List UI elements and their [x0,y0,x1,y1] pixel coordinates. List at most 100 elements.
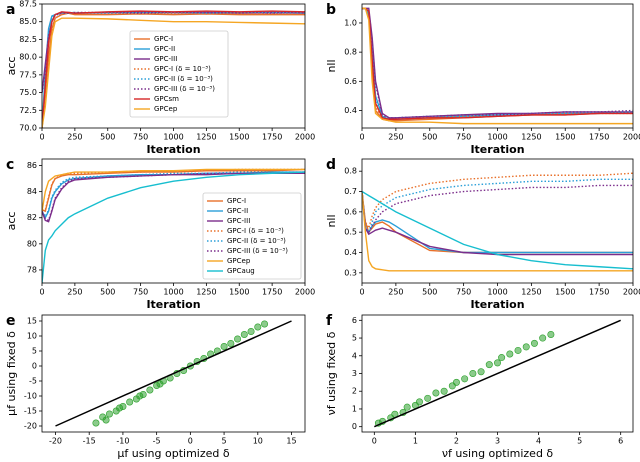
series-line [362,184,633,234]
panel-letter: c [6,157,14,173]
series-line [362,7,633,125]
x-tick-label: 1750 [589,288,609,297]
y-axis-label: acc [5,212,18,231]
y-tick-label: 80.0 [19,53,37,62]
axes-frame [41,158,306,284]
x-tick-label: 1500 [229,288,249,297]
scatter-point [477,368,485,376]
scatter-point [498,354,506,362]
y-tick-label: 70.0 [19,124,37,133]
x-tick-label: 500 [422,133,437,142]
x-tick-label: 1500 [555,288,575,297]
plot-area [362,172,633,272]
scatter-point [403,403,411,411]
scatter-point [424,394,432,402]
x-tick-label: 750 [133,133,148,142]
series-line [362,172,633,230]
series-line [362,7,633,119]
x-axis-label: νf using optimized δ [442,447,554,460]
plot-area [42,10,305,128]
series-line [42,171,305,283]
legend-label: GPC-III (δ = 10⁻³) [154,85,215,93]
series-line [362,7,633,120]
y-tick-label: 0.6 [344,77,357,86]
x-tick-label: 500 [422,288,437,297]
legend-box [202,192,302,280]
x-tick-label: 1 [413,437,418,446]
scatter-point [119,402,127,410]
scatter-point [92,419,100,427]
scatter-point [102,416,110,424]
panel-letter: a [6,2,15,18]
x-tick-label: 1750 [262,288,282,297]
y-tick-label: 1 [352,404,357,413]
scatter-point [514,346,522,354]
y-tick-label: 75.0 [19,88,37,97]
y-tick-label: 4 [352,351,357,360]
x-tick-label: -10 [116,437,129,446]
legend-label: GPC-III (δ = 10⁻³) [227,247,288,255]
scatter-point [105,410,113,418]
scatter-point [227,339,235,347]
scatter-point [234,335,242,343]
x-tick-label: 6 [618,437,623,446]
plot-area [55,320,292,427]
scatter-point [247,327,255,335]
scatter-point [506,350,514,358]
series-line [362,7,633,122]
plot-area [362,7,633,125]
scatter-point [240,330,248,338]
y-tick-label: 84 [27,187,37,196]
plot-area [374,319,621,428]
y-axis-label: nll [325,59,338,72]
series-line [42,171,305,222]
y-tick-label: 82.5 [19,35,37,44]
y-axis-label: nll [325,214,338,227]
x-tick-label: -15 [83,437,96,446]
x-tick-label: 250 [388,133,403,142]
x-tick-label: 1000 [163,133,183,142]
x-axis-label: μf using optimized δ [117,447,229,460]
plot-area [42,168,305,283]
x-tick-label: 1000 [487,133,507,142]
reference-line [374,319,621,428]
y-tick-label: 0.4 [344,106,357,115]
series-line [42,10,305,128]
axes-frame [41,314,306,433]
series-line [362,7,633,119]
x-tick-label: 500 [100,133,115,142]
x-tick-label: 10 [253,437,263,446]
panel-letter: f [326,313,333,329]
x-tick-label: 750 [456,133,471,142]
legend-label: GPC-II (δ = 10⁻³) [227,237,286,245]
y-tick-label: 82 [27,213,37,222]
y-tick-label: 78 [27,265,37,274]
series-line [362,7,633,119]
x-tick-label: 5 [577,437,582,446]
scatter-point [530,339,538,347]
x-tick-label: 250 [67,133,82,142]
legend-label: GPC-II (δ = 10⁻³) [154,75,213,83]
scatter-point [146,386,154,394]
x-tick-label: 3 [495,437,500,446]
legend-label: GPC-I (δ = 10⁻³) [227,227,284,235]
x-axis-label: Iteration [146,298,200,311]
scatter-point [485,361,493,369]
y-tick-label: 0 [32,362,37,371]
x-axis-label: Iteration [146,143,200,156]
x-tick-label: 1500 [555,133,575,142]
y-tick-label: -5 [29,377,37,386]
scatter-point [220,342,228,350]
y-tick-label: 6 [352,316,357,325]
x-tick-label: 0 [359,133,364,142]
x-tick-label: 500 [100,288,115,297]
x-tick-label: 1000 [163,288,183,297]
y-tick-label: 10 [27,332,37,341]
x-tick-label: 4 [536,437,541,446]
y-tick-label: -15 [24,407,37,416]
x-tick-label: 0 [188,437,193,446]
x-tick-label: 0 [39,288,44,297]
legend-label: GPC-II [227,207,248,215]
x-tick-label: 750 [456,288,471,297]
